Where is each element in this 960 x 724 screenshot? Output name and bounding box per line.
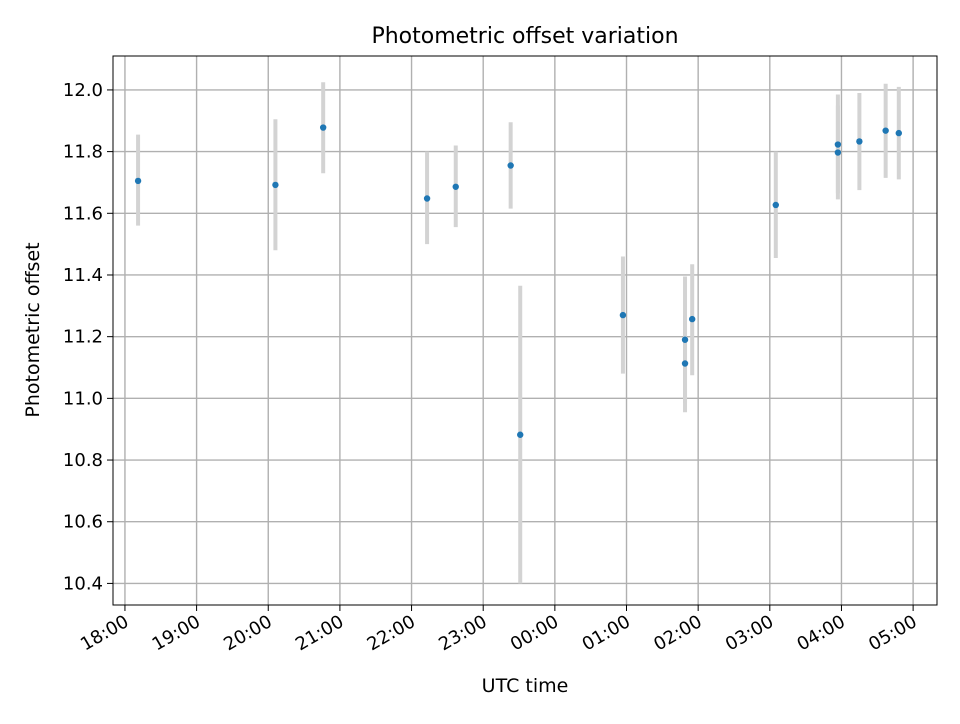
y-tick-label: 11.8 <box>63 142 103 163</box>
data-point <box>856 138 863 145</box>
y-tick-label: 12.0 <box>63 80 103 101</box>
data-point <box>319 124 327 131</box>
y-axis-label: Photometric offset <box>22 242 44 417</box>
data-point <box>772 201 779 209</box>
data-point <box>688 315 696 323</box>
data-point <box>423 195 431 202</box>
data-point <box>834 141 842 148</box>
y-tick-label: 10.6 <box>63 512 103 533</box>
data-points <box>134 124 902 438</box>
data-point <box>834 149 842 156</box>
y-tick-label: 11.2 <box>63 327 103 348</box>
data-point <box>681 336 689 343</box>
y-tick-label: 10.4 <box>63 573 103 594</box>
data-point <box>272 181 279 189</box>
data-point <box>619 311 627 319</box>
y-tick-label: 11.4 <box>63 265 103 286</box>
data-point <box>452 183 459 190</box>
data-point <box>517 431 524 438</box>
data-point <box>134 177 142 185</box>
data-point <box>895 129 902 137</box>
y-tick-label: 11.6 <box>63 203 103 224</box>
x-axis-label: UTC time <box>482 675 569 697</box>
plot-frame <box>112 55 938 606</box>
y-tick-label: 10.8 <box>63 450 103 471</box>
data-point <box>882 127 889 134</box>
data-point <box>681 360 689 367</box>
chart-title: Photometric offset variation <box>371 24 678 49</box>
data-point <box>507 162 514 169</box>
grid <box>113 56 937 605</box>
y-axis-ticks: 10.4 10.6 10.8 11.0 11.2 11.4 11.6 11.8 12.0 <box>63 80 113 594</box>
y-tick-label: 11.0 <box>63 388 103 409</box>
